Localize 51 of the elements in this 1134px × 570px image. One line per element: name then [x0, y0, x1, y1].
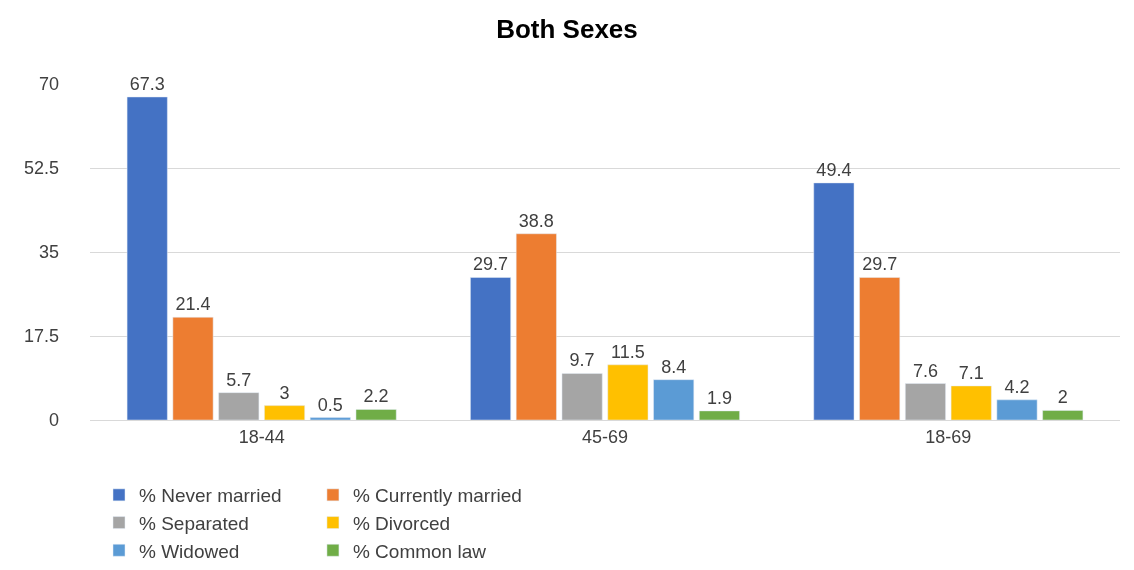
bar — [813, 182, 855, 420]
data-label: 0.5 — [317, 394, 343, 415]
data-label: 1.9 — [706, 387, 732, 408]
x-tick-label: 45-69 — [581, 426, 629, 447]
data-label: 29.7 — [473, 254, 509, 275]
bar — [859, 277, 901, 420]
bar — [515, 233, 557, 420]
bar — [996, 399, 1038, 420]
data-label: 7.1 — [958, 362, 984, 383]
data-label: 11.5 — [611, 341, 645, 362]
bar — [218, 392, 260, 420]
y-tick-label: 52.5 — [23, 158, 59, 179]
y-tick-label: 17.5 — [23, 326, 59, 347]
y-tick-label: 35 — [38, 242, 59, 263]
chart-title: Both Sexes — [496, 14, 638, 45]
bar — [355, 409, 397, 420]
bar — [309, 417, 351, 420]
legend-label: % Common law — [352, 540, 487, 562]
x-tick-label: 18-69 — [925, 426, 972, 447]
data-label: 21.4 — [175, 294, 211, 315]
data-label: 5.7 — [226, 369, 252, 390]
data-label: 9.7 — [569, 350, 595, 371]
bar — [264, 405, 305, 420]
data-label: 4.2 — [1004, 376, 1030, 397]
data-label: 67.3 — [129, 73, 165, 94]
data-label: 29.7 — [862, 254, 898, 275]
bar — [699, 410, 740, 420]
data-label: 2 — [1057, 387, 1068, 408]
y-tick-label: 0 — [48, 410, 59, 431]
legend-label: % Divorced — [352, 512, 451, 534]
data-label: 38.8 — [518, 210, 554, 231]
bar — [950, 385, 992, 420]
x-tick-label: 18-44 — [238, 426, 285, 447]
legend-label: % Currently married — [352, 485, 522, 507]
data-label: 3 — [279, 382, 290, 403]
bar — [905, 383, 946, 420]
bar — [653, 379, 695, 420]
data-label: 8.4 — [661, 356, 687, 377]
bar — [470, 277, 511, 420]
bar — [172, 317, 214, 420]
data-label: 2.2 — [363, 386, 389, 407]
data-label: 49.4 — [816, 159, 852, 180]
legend-label: % Never married — [139, 485, 282, 507]
data-label: 7.6 — [912, 360, 938, 381]
legend-label: % Separated — [139, 512, 249, 534]
bar — [607, 364, 649, 420]
bar — [126, 96, 168, 420]
y-tick-label: 70 — [38, 74, 59, 95]
bar — [1042, 410, 1084, 420]
bar — [561, 373, 603, 420]
legend-label: % Widowed — [139, 540, 240, 562]
